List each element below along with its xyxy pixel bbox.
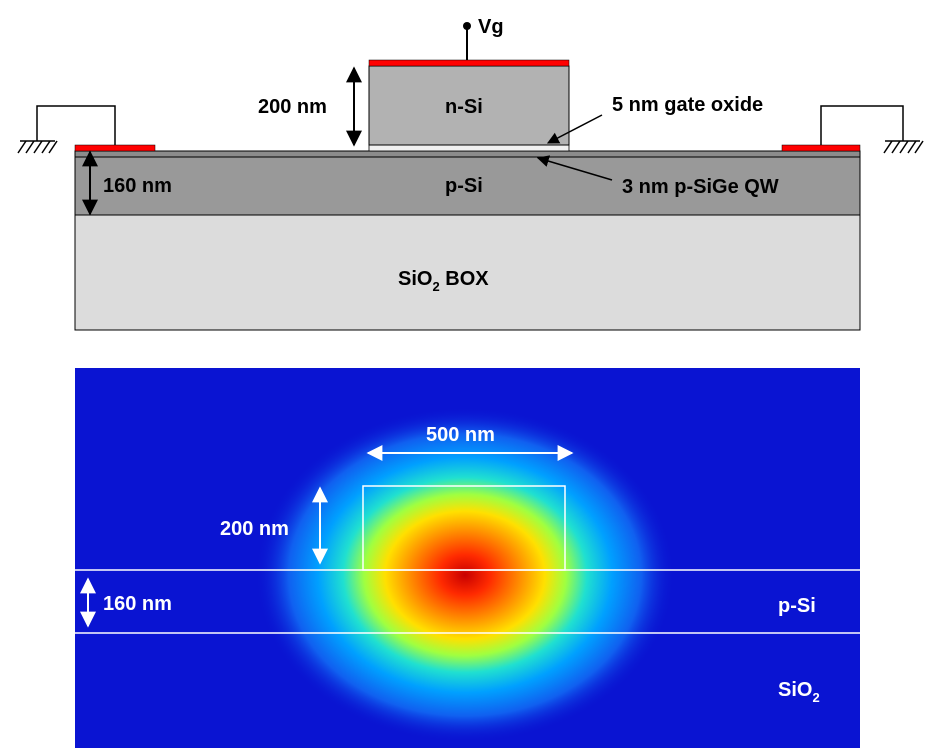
body-thickness-label: 160 nm bbox=[103, 175, 172, 197]
gate-terminal-label: Vg bbox=[478, 16, 504, 38]
right-ground-icon bbox=[883, 140, 924, 154]
slab-thickness-label: 160 nm bbox=[103, 593, 172, 615]
quantum-well-layer bbox=[74, 150, 861, 158]
rib-width-label: 500 nm bbox=[426, 424, 495, 446]
gate-oxide bbox=[368, 144, 570, 152]
gate-material-label: n-Si bbox=[445, 96, 483, 118]
left-ground-wire bbox=[36, 105, 116, 145]
quantum-well-label: 3 nm p-SiGe QW bbox=[622, 176, 779, 198]
drain-contact bbox=[781, 144, 861, 152]
source-contact bbox=[74, 144, 156, 152]
slab-material-label: p-Si bbox=[778, 595, 816, 617]
mode-profile-plot: 500 nm 200 nm 160 nm p-Si SiO2 bbox=[75, 368, 860, 748]
cross-section-diagram: Vg 200 nm 160 nm n-Si p-Si bbox=[17, 16, 924, 331]
rib-height-label: 200 nm bbox=[220, 518, 289, 540]
gate-terminal-dot bbox=[463, 22, 471, 30]
gate-oxide-leader bbox=[546, 114, 603, 144]
right-ground-wire bbox=[820, 105, 904, 145]
gate-contact bbox=[368, 59, 570, 67]
box-label: SiO2 BOX bbox=[398, 268, 489, 294]
left-ground-icon bbox=[17, 140, 58, 154]
body-material-label: p-Si bbox=[445, 175, 483, 197]
substrate-label: SiO2 bbox=[778, 679, 820, 705]
gate-oxide-label: 5 nm gate oxide bbox=[612, 94, 763, 116]
mode-field-intensity bbox=[250, 400, 680, 748]
box-layer bbox=[74, 214, 861, 331]
gate-height-label: 200 nm bbox=[258, 96, 327, 118]
body-layer bbox=[74, 156, 861, 216]
quantum-well-leader bbox=[536, 155, 613, 181]
